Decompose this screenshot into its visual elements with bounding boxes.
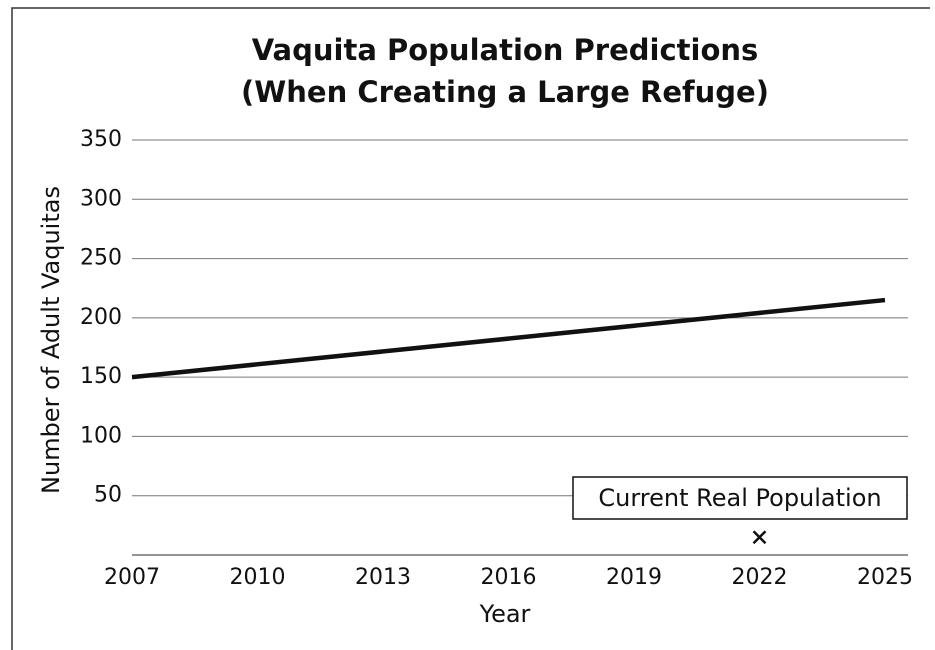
x-axis-label: Year <box>479 600 531 628</box>
chart-title: (When Creating a Large Refuge) <box>241 75 769 109</box>
y-tick-label: 100 <box>80 423 122 448</box>
y-tick-label: 300 <box>80 186 122 211</box>
x-tick-label: 2007 <box>104 565 160 590</box>
x-tick-label: 2016 <box>481 565 537 590</box>
x-tick-label: 2010 <box>230 565 286 590</box>
x-tick-label: 2013 <box>355 565 411 590</box>
marker <box>752 530 767 545</box>
y-tick-label: 150 <box>80 364 122 389</box>
y-tick-label: 50 <box>94 483 122 508</box>
annotation: Current Real Population <box>598 484 881 512</box>
chart-title: Vaquita Population Predictions <box>252 33 759 67</box>
y-tick-label: 200 <box>80 305 122 330</box>
annotation-box <box>572 476 908 520</box>
line <box>131 297 886 380</box>
x-tick-label: 2025 <box>857 565 913 590</box>
y-tick-label: 350 <box>80 127 122 152</box>
y-tick-label: 250 <box>80 246 122 271</box>
y-axis-label: Number of Adult Vaquitas <box>37 186 65 494</box>
x-tick-label: 2022 <box>732 565 788 590</box>
frame <box>11 7 930 650</box>
x-tick-label: 2019 <box>606 565 662 590</box>
marker-stroke <box>752 530 767 545</box>
